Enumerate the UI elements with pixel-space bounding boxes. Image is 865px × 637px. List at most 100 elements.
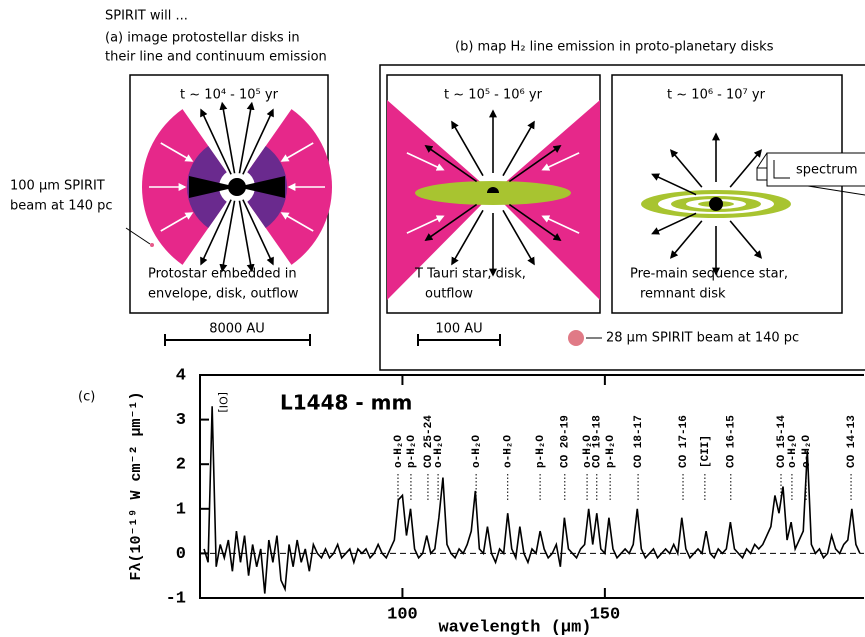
pointer (125, 227, 151, 245)
outflow-arrow (219, 101, 236, 174)
inset-icon (773, 160, 790, 179)
y-tick-label: 3 (176, 411, 186, 430)
y-tick-label: -1 (166, 589, 186, 608)
outflow-arrow (200, 108, 232, 175)
outflow-arrow (669, 220, 703, 259)
infall-arrow (406, 152, 445, 171)
x-tick-label: 150 (590, 605, 621, 624)
line-label: CO 15-14 (776, 415, 788, 468)
protostar-diagram (141, 101, 333, 273)
line-label: p-H₂O (605, 435, 617, 468)
outflow-arrow (242, 199, 274, 266)
box-b (379, 64, 865, 371)
y-tick-label: 0 (176, 545, 186, 564)
outflow-arrow (451, 120, 484, 177)
outflow-arrow (238, 101, 255, 174)
outflow-arrow (651, 173, 697, 196)
outflow-arrow (669, 149, 703, 188)
box-time: t ~ 10⁶ - 10⁷ yr (667, 88, 766, 103)
beam-label: beam at 140 pc (10, 199, 113, 214)
chart-title: L1448 - mm (280, 391, 412, 415)
panel-label: (c) (78, 390, 95, 405)
beam-dot (568, 330, 584, 346)
box-caption: remnant disk (640, 287, 726, 302)
infall-arrow (160, 142, 194, 162)
infall-arrow (541, 215, 580, 234)
y-tick-label: 1 (176, 500, 186, 519)
inset-box (766, 152, 865, 187)
inset-label: spectrum (796, 163, 858, 178)
premain-diagram (641, 132, 791, 276)
scale-label: 100 AU (435, 322, 482, 337)
line-label: CO 19-18 (592, 415, 604, 468)
outflow-arrow (242, 108, 274, 175)
spectrum-line (203, 406, 861, 594)
star (709, 197, 723, 211)
outflow-arrow (451, 209, 484, 266)
infall-arrow (160, 212, 194, 232)
envelope (387, 100, 600, 300)
outflow-arrow (502, 209, 535, 266)
outflow-arrow (238, 200, 255, 273)
line-annotation: [OI] (216, 392, 229, 413)
star (487, 187, 499, 193)
protostar (228, 178, 246, 196)
box-b2 (611, 74, 843, 314)
box-caption: envelope, disk, outflow (148, 287, 299, 302)
infall-arrow (541, 152, 580, 171)
line-label: CO 16-15 (726, 415, 738, 468)
outflow-arrow (508, 203, 562, 241)
outflow-arrow (508, 145, 562, 183)
outflow-arrow (424, 145, 478, 183)
x-axis-label: wavelength (µm) (438, 618, 591, 637)
outflow-arrow (729, 149, 763, 188)
outflow-arrow (502, 120, 535, 177)
line-label: p-H₂O (406, 435, 418, 468)
box-time: t ~ 10⁵ - 10⁶ yr (444, 88, 543, 103)
line-label: CO 14-13 (846, 415, 858, 468)
y-tick-label: 4 (176, 366, 186, 385)
line-label: p-H₂O (535, 435, 547, 468)
line-label: o-H₂O (787, 435, 799, 468)
box-caption: Protostar embedded in (148, 267, 297, 282)
line-label: CO 17-16 (678, 415, 690, 468)
outflow-arrow (200, 199, 232, 266)
y-axis-label: Fλ(10⁻¹⁹ W cm⁻² µm⁻¹) (128, 391, 145, 580)
header-line: (a) image protostellar disks in (105, 31, 300, 46)
line-label: o-H₂O (471, 435, 483, 468)
panel-b-title: (b) map H₂ line emission in proto-planet… (455, 40, 774, 55)
line-label: [CII] (700, 435, 712, 468)
box-time: t ~ 10⁴ - 10⁵ yr (180, 88, 279, 103)
beam-label: 28 µm SPIRIT beam at 140 pc (606, 331, 799, 346)
beam-dot (150, 243, 154, 247)
plot-frame (199, 374, 864, 599)
line-label: CO 20-19 (560, 415, 572, 468)
outflow-arrow (219, 200, 236, 273)
box-caption: Pre-main sequence star, (630, 267, 788, 282)
line-label: CO 18-17 (633, 415, 645, 468)
outflow-arrow (729, 220, 763, 259)
infall-arrow (280, 212, 314, 232)
line-label: CO 25-24 (423, 415, 435, 468)
infall-arrow (280, 142, 314, 162)
x-tick-label: 100 (387, 605, 418, 624)
scale-label: 8000 AU (209, 322, 265, 337)
line-label: o-H₂O (393, 435, 405, 468)
box-caption: outflow (425, 287, 473, 302)
beam-label: 100 µm SPIRIT (10, 179, 105, 194)
outflow-arrow (651, 212, 697, 235)
y-tick-label: 2 (176, 456, 186, 475)
line-label: o-H₂O (433, 435, 445, 468)
header-line: their line and continuum emission (105, 50, 327, 65)
ttauri-diagram (387, 100, 600, 300)
line-label: o-H₂O (801, 435, 813, 468)
line-label: o-H₂O (503, 435, 515, 468)
infall-arrow (406, 215, 445, 234)
line-label: o-H₂O (582, 435, 594, 468)
header-line: SPIRIT will ... (105, 9, 188, 24)
zoom-line (756, 152, 768, 169)
box-caption: T Tauri star, disk, (414, 267, 526, 282)
outflow-arrow (424, 203, 478, 241)
